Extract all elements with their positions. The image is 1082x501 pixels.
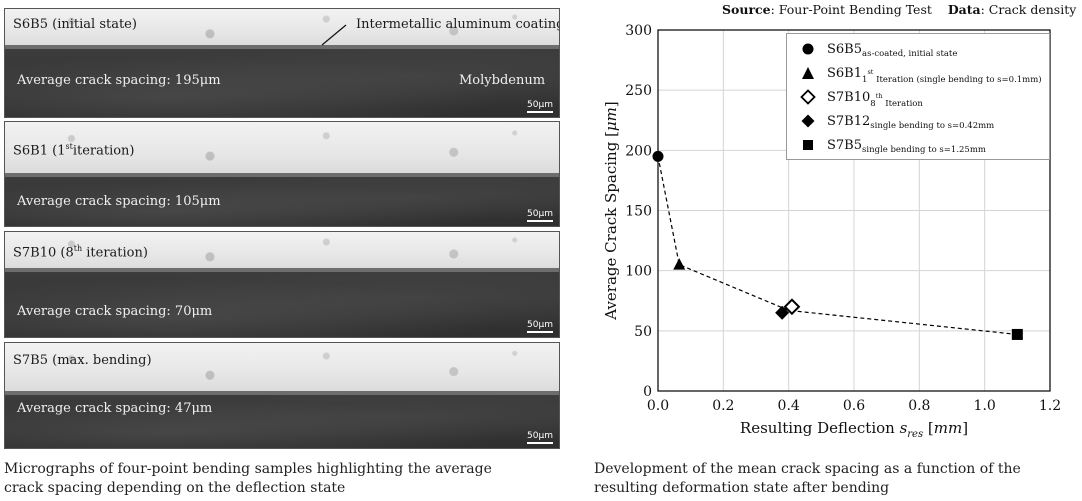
source-value: : Four-Point Bending Test [770,2,932,17]
scalebar: 50μm [527,100,553,113]
x-tick-label: 1.0 [974,398,996,414]
substrate-layer [5,177,559,226]
legend-label: S6B5 [827,41,863,57]
micrograph-panel-s7b10: S7B10 (8th iteration) Average crack spac… [4,231,560,338]
chart-source-header: Source: Four-Point Bending Test Data: Cr… [722,2,1076,17]
coating-annotation: Intermetallic aluminum coating [356,17,560,32]
micrograph-panel-s6b5: S6B5 (initial state) Intermetallic alumi… [4,8,560,118]
micrograph-panel-s7b5: S7B5 (max. bending) Average crack spacin… [4,342,560,449]
x-tick-label: 0.8 [908,398,930,414]
legend-item-s7b12: S7B12 single bending to s=0.42mm [795,110,994,132]
legend-item-s7b10: S7B10 8th Iteration [795,86,923,108]
scalebar-label: 50μm [527,320,553,330]
legend-item-s7b5: S7B5 single bending to s=1.25mm [795,134,986,156]
plot-frame [657,29,1051,392]
micrograph-panel-s6b1: S6B1 (1stiteration) Average crack spacin… [4,121,560,227]
coating-layer [5,343,559,395]
x-tick-label: 0.4 [778,398,800,414]
substrate-layer [5,272,559,337]
y-tick-label: 250 [625,83,652,99]
legend-subscript: 1st Iteration (single bending to s=0.1mm… [862,67,1042,85]
y-tick-label: 200 [625,143,652,159]
annotation-pointer-line [321,24,347,46]
panel-label-superscript: st [65,142,73,151]
data-point-s7b5 [1011,328,1023,340]
caption-line: resulting deformation state after bendin… [594,480,890,496]
x-tick-label: 0.0 [647,398,669,414]
y-tick-label: 300 [625,23,652,39]
micrographs-caption: Micrographs of four-point bending sample… [4,460,492,498]
panel-label: S7B5 (max. bending) [13,353,152,368]
legend-label: S6B1 [827,65,863,81]
scalebar: 50μm [527,320,553,333]
y-tick-label: 100 [625,264,652,280]
crack-spacing-chart: 0.0 0.2 0.4 0.6 0.8 1.0 1.2 0 50 100 150 200 250 300 R… [602,23,1061,440]
x-tick-label: 0.6 [843,398,865,414]
y-axis-label: Average Crack Spacing [μm] [602,101,620,321]
crack-spacing-label: Average crack spacing: 195μm [17,73,221,88]
caption-line: Development of the mean crack spacing as… [594,461,1021,477]
square-filled-icon [795,134,821,156]
crack-spacing-label: Average crack spacing: 105μm [17,194,221,209]
y-tick-label: 0 [643,384,652,400]
legend-subscript: as-coated, initial state [862,49,958,59]
legend-item-s6b5: S6B5 as-coated, initial state [795,38,957,60]
legend-label: S7B10 [827,89,871,105]
data-point-s7b10 [783,298,801,316]
circle-filled-icon [795,38,821,60]
panel-label: S7B10 (8th iteration) [13,244,148,261]
coating-layer [5,232,559,272]
legend-subscript: single bending to s=1.25mm [862,145,986,155]
legend-subscript: 8th Iteration [870,91,923,109]
chart-legend: S6B5 as-coated, initial state S6B1 1st I… [786,33,1050,160]
x-tick-label: 1.2 [1039,398,1061,414]
data-point-s7b12 [775,305,790,320]
diamond-filled-icon [795,110,821,132]
caption-line: Micrographs of four-point bending sample… [4,461,492,477]
data-point-s6b1 [673,258,686,270]
y-tick-label: 50 [634,324,652,340]
y-tick-label: 150 [625,204,652,220]
scalebar: 50μm [527,209,553,222]
panel-label: S6B1 (1stiteration) [13,142,135,159]
data-label: Data [947,2,981,17]
trend-line [657,156,1018,336]
scalebar: 50μm [527,431,553,444]
data-value: : Crack density [980,2,1077,17]
substrate-layer [5,49,559,117]
source-label: Source [722,2,771,17]
substrate-layer [5,395,559,448]
diamond-open-icon [795,86,821,108]
caption-line: crack spacing depending on the deflectio… [4,480,346,496]
chart-caption: Development of the mean crack spacing as… [594,460,1021,498]
legend-subscript: single bending to s=0.42mm [870,121,995,131]
panel-label-superscript: th [73,244,83,253]
legend-label: S7B12 [827,113,871,129]
data-point-s6b5 [652,150,664,162]
x-tick-label: 0.2 [712,398,734,414]
triangle-filled-icon [795,62,821,84]
scalebar-label: 50μm [527,209,553,219]
crack-spacing-label: Average crack spacing: 47μm [17,401,213,416]
panel-label: S6B5 (initial state) [13,17,137,32]
coating-layer [5,9,559,49]
crack-spacing-label: Average crack spacing: 70μm [17,304,213,319]
legend-label: S7B5 [827,137,863,153]
scalebar-label: 50μm [527,100,553,110]
legend-item-s6b1: S6B1 1st Iteration (single bending to s=… [795,62,1042,84]
scalebar-label: 50μm [527,431,553,441]
coating-layer [5,122,559,177]
substrate-annotation: Molybdenum [459,73,546,88]
x-axis-label: Resulting Deflection sres [mm] [740,419,968,440]
